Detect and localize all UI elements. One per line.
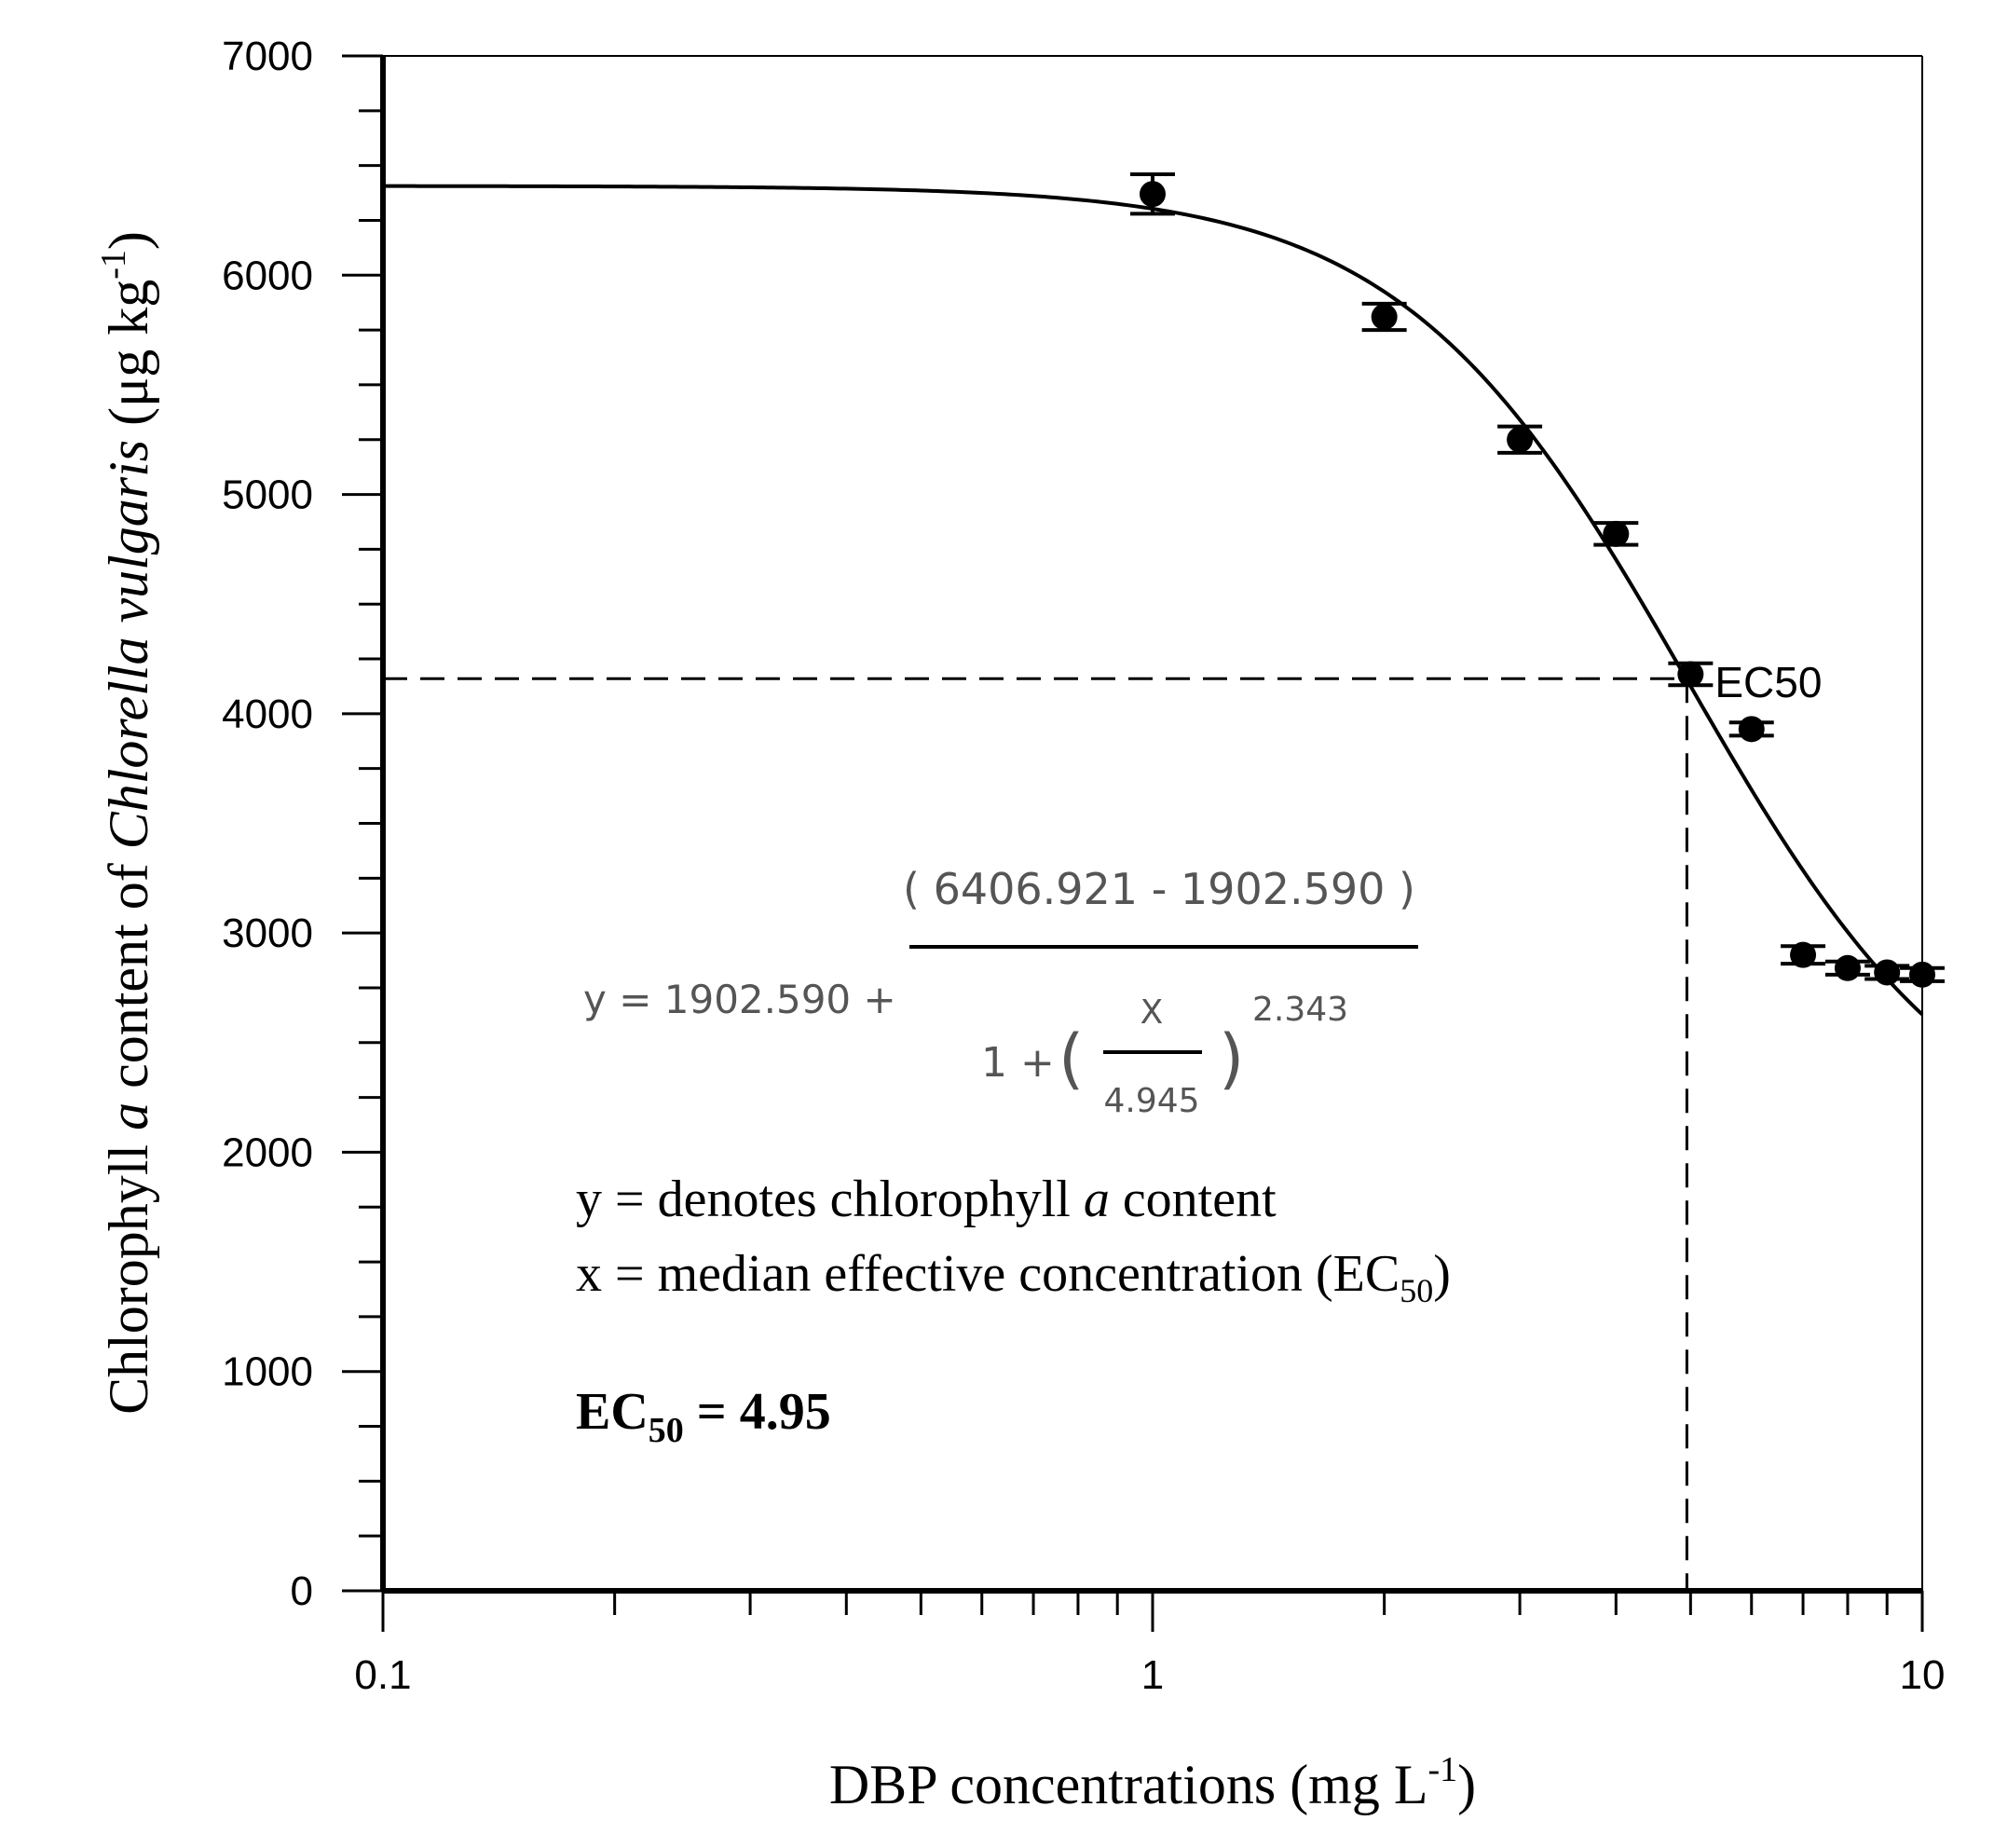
point-marker xyxy=(1834,954,1861,981)
equation-open-paren: ( xyxy=(1058,1020,1084,1097)
x-axis-title: DBP concentrations (mg L-1) xyxy=(829,1750,1476,1815)
data-point xyxy=(1864,959,1910,986)
point-marker xyxy=(1909,961,1935,988)
data-point xyxy=(1497,424,1543,455)
y-axis-title: Chlorophyll a content of Chlorella vulga… xyxy=(94,231,159,1415)
data-point xyxy=(1900,961,1945,988)
y-tick-label: 7000 xyxy=(222,34,313,79)
equation-exponent: 2.343 xyxy=(1252,991,1348,1029)
x-tick-label: 10 xyxy=(1900,1652,1946,1698)
y-tick-label: 0 xyxy=(291,1568,313,1614)
y-tick-label: 1000 xyxy=(222,1349,313,1395)
y-tick-label: 6000 xyxy=(222,253,313,298)
point-marker xyxy=(1874,959,1901,986)
equation-close-paren: ) xyxy=(1219,1020,1244,1097)
x-tick-label: 1 xyxy=(1141,1652,1164,1698)
equation-inner-denominator: 4.945 xyxy=(1103,1082,1199,1120)
fit-equation: y = 1902.590 + ( 6406.921 - 1902.590 ) 1… xyxy=(583,864,1418,1120)
equation-inner-numerator: X xyxy=(1140,993,1164,1032)
point-marker xyxy=(1140,181,1166,208)
data-point xyxy=(1593,520,1639,547)
equation-numerator: ( 6406.921 - 1902.590 ) xyxy=(903,864,1415,914)
data-point xyxy=(1781,941,1826,968)
equation-lhs: y = 1902.590 + xyxy=(583,977,896,1022)
data-point xyxy=(1668,661,1714,688)
y-definition: y = denotes chlorophyll a content xyxy=(576,1170,1277,1228)
data-points xyxy=(1130,172,1945,988)
point-marker xyxy=(1371,303,1398,330)
y-tick-label: 3000 xyxy=(222,910,313,956)
point-marker xyxy=(1507,426,1534,453)
data-point xyxy=(1728,716,1774,743)
y-axis-ticks: 0 1000 2000 3000 4000 5000 6000 7000 xyxy=(222,34,383,1614)
point-marker xyxy=(1790,941,1817,968)
ec50-guide-lines xyxy=(383,677,1688,1591)
point-marker xyxy=(1738,716,1765,743)
x-axis-ticks: 0.1 1 10 xyxy=(354,1591,1945,1698)
equation-denominator-lead: 1 + xyxy=(981,1039,1055,1087)
data-point xyxy=(1130,172,1175,216)
x-tick-label: 0.1 xyxy=(354,1652,411,1698)
ec50-value: EC50 = 4.95 xyxy=(576,1383,831,1450)
ec50-marker-label: EC50 xyxy=(1714,658,1822,706)
point-marker xyxy=(1677,661,1704,688)
x-definition: x = median effective concentration (EC50… xyxy=(576,1245,1451,1309)
y-tick-label: 4000 xyxy=(222,691,313,737)
plot-frame xyxy=(380,55,1923,1594)
y-tick-label: 5000 xyxy=(222,472,313,518)
data-point xyxy=(1824,954,1870,981)
point-marker xyxy=(1603,520,1630,547)
y-tick-label: 2000 xyxy=(222,1129,313,1175)
data-point xyxy=(1361,301,1407,333)
